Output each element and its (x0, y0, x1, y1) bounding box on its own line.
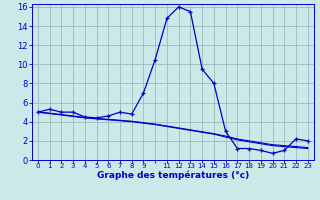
X-axis label: Graphe des températures (°c): Graphe des températures (°c) (97, 171, 249, 180)
